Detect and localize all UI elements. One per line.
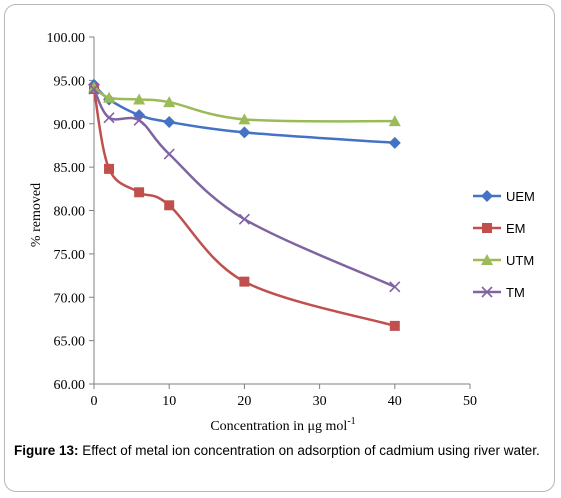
y-tick-label: 90.00 [54,118,86,133]
x-tick-label: 40 [388,394,402,409]
x-tick-label: 30 [313,394,327,409]
legend-marker-em [482,223,492,233]
series-line-em [92,88,396,328]
series-utm [88,81,401,127]
x-axis-title: Concentration in μg mol-1 [210,416,355,434]
x-axis-title-superscript: -1 [347,416,355,427]
legend-entry-em: EM [473,221,526,236]
legend-entry-utm: UTM [473,253,534,268]
data-point-em [164,200,175,211]
data-point-em [239,276,250,287]
figure-caption: Figure 13: Effect of metal ion concentra… [14,442,544,459]
x-tick-label: 0 [91,394,98,409]
data-point-utm [388,115,401,127]
data-point-em [104,163,115,174]
legend: UEM EM UTM TM [473,189,535,300]
legend-label-em: EM [506,221,526,236]
y-axis-title: % removed [29,183,44,247]
legend-entry-tm: TM [473,285,525,300]
y-tick-label: 100.00 [47,31,86,46]
data-point-utm [163,96,176,108]
x-axis-title-text: Concentration in μg mol [210,419,347,434]
y-tick-label: 80.00 [54,205,86,220]
y-tick-label: 60.00 [54,378,86,393]
legend-label-tm: TM [506,285,525,300]
data-point-utm [88,81,100,93]
data-point-em [134,187,145,198]
x-tick-label: 20 [237,394,251,409]
data-point-uem [163,116,176,129]
data-point-tm [133,114,145,126]
series-layer [88,78,401,331]
y-tick-label: 85.00 [54,161,86,176]
data-point-utm [103,91,116,103]
data-point-tm [88,83,100,95]
x-tick-label: 50 [463,394,477,409]
data-point-uem [238,126,251,139]
y-tick-label: 65.00 [54,335,86,350]
x-axis: 0 10 20 30 40 50 [91,383,477,409]
data-point-tm [103,112,115,124]
data-point-utm [238,113,251,125]
data-point-em [389,320,400,331]
y-axis: 60.00 65.00 70.00 75.00 80.00 85.00 90.00 95.00… [47,31,95,393]
y-tick-label: 75.00 [54,248,86,263]
data-point-utm [133,93,146,105]
legend-label-uem: UEM [506,189,535,204]
legend-entry-uem: UEM [473,189,535,204]
caption-text: Effect of metal ion concentration on ads… [78,443,540,458]
x-tick-label: 10 [162,394,176,409]
y-tick-label: 70.00 [54,291,86,306]
data-point-tm [238,213,250,225]
legend-marker-tm [481,286,493,298]
series-tm [88,83,401,293]
data-point-uem [388,136,401,149]
data-point-tm [163,148,175,160]
caption-label: Figure 13: [14,443,79,458]
legend-marker-uem [481,190,493,202]
legend-label-utm: UTM [506,253,534,268]
data-point-tm [389,281,401,293]
line-chart: 60.00 65.00 70.00 75.00 80.00 85.00 90.00 95.00… [29,31,535,434]
y-tick-label: 95.00 [54,74,86,89]
legend-marker-utm [481,254,493,265]
